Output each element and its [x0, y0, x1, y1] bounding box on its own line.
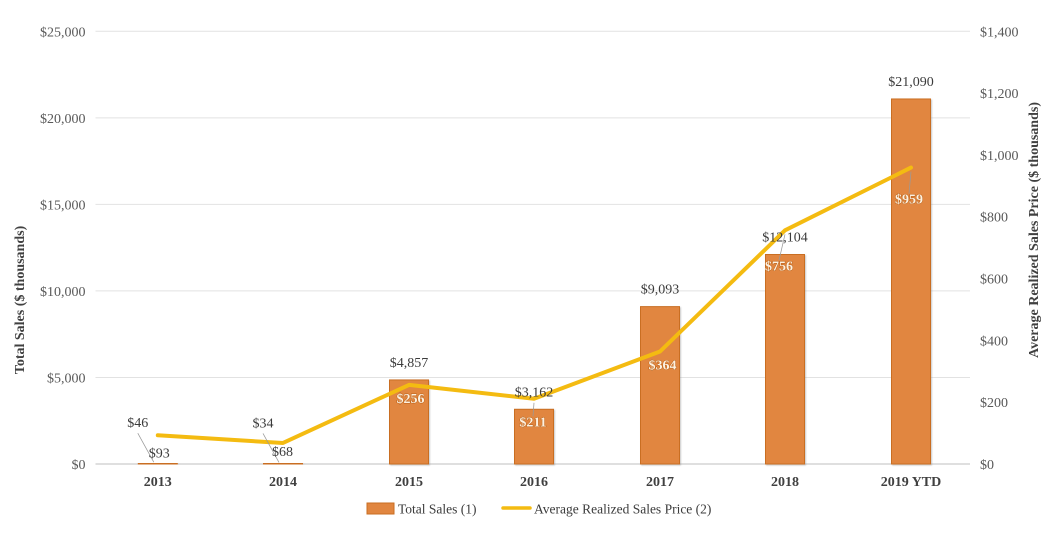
svg-text:Average Realized Sales Price (: Average Realized Sales Price (2) — [534, 502, 711, 517]
svg-text:$400: $400 — [980, 334, 1008, 349]
svg-text:$1,200: $1,200 — [980, 87, 1019, 102]
svg-text:$5,000: $5,000 — [47, 371, 86, 386]
svg-text:$211: $211 — [519, 415, 546, 430]
svg-text:Total Sales ($ thousands): Total Sales ($ thousands) — [13, 225, 28, 374]
svg-text:2013: 2013 — [144, 475, 172, 490]
svg-text:Average Realized Sales Price (: Average Realized Sales Price ($ thousand… — [1027, 102, 1042, 358]
svg-text:2019 YTD: 2019 YTD — [881, 475, 942, 490]
svg-text:$9,093: $9,093 — [641, 283, 680, 298]
svg-text:2015: 2015 — [395, 475, 423, 490]
svg-text:$200: $200 — [980, 396, 1008, 411]
svg-text:$959: $959 — [895, 193, 923, 208]
svg-text:$25,000: $25,000 — [40, 25, 86, 40]
svg-text:2017: 2017 — [646, 475, 674, 490]
svg-text:$12,104: $12,104 — [762, 231, 808, 246]
svg-text:$46: $46 — [127, 416, 148, 431]
svg-text:$93: $93 — [149, 446, 170, 461]
svg-text:$756: $756 — [765, 259, 793, 274]
svg-text:$1,000: $1,000 — [980, 149, 1019, 164]
svg-text:$800: $800 — [980, 211, 1008, 226]
svg-text:$10,000: $10,000 — [40, 285, 86, 300]
svg-text:$256: $256 — [397, 392, 425, 407]
svg-text:Total Sales (1): Total Sales (1) — [398, 502, 477, 517]
svg-text:$0: $0 — [72, 458, 86, 473]
svg-text:$4,857: $4,857 — [390, 356, 429, 371]
svg-text:2018: 2018 — [771, 475, 799, 490]
svg-text:$364: $364 — [649, 359, 677, 374]
svg-text:$15,000: $15,000 — [40, 198, 86, 213]
svg-text:$0: $0 — [980, 458, 994, 473]
svg-text:$21,090: $21,090 — [888, 75, 934, 90]
svg-text:$68: $68 — [272, 445, 293, 460]
svg-text:$34: $34 — [253, 416, 274, 431]
svg-text:2014: 2014 — [269, 475, 297, 490]
svg-text:2016: 2016 — [520, 475, 548, 490]
svg-text:$3,162: $3,162 — [515, 385, 554, 400]
svg-text:$20,000: $20,000 — [40, 112, 86, 127]
svg-text:$1,400: $1,400 — [980, 25, 1019, 40]
svg-text:$600: $600 — [980, 273, 1008, 288]
